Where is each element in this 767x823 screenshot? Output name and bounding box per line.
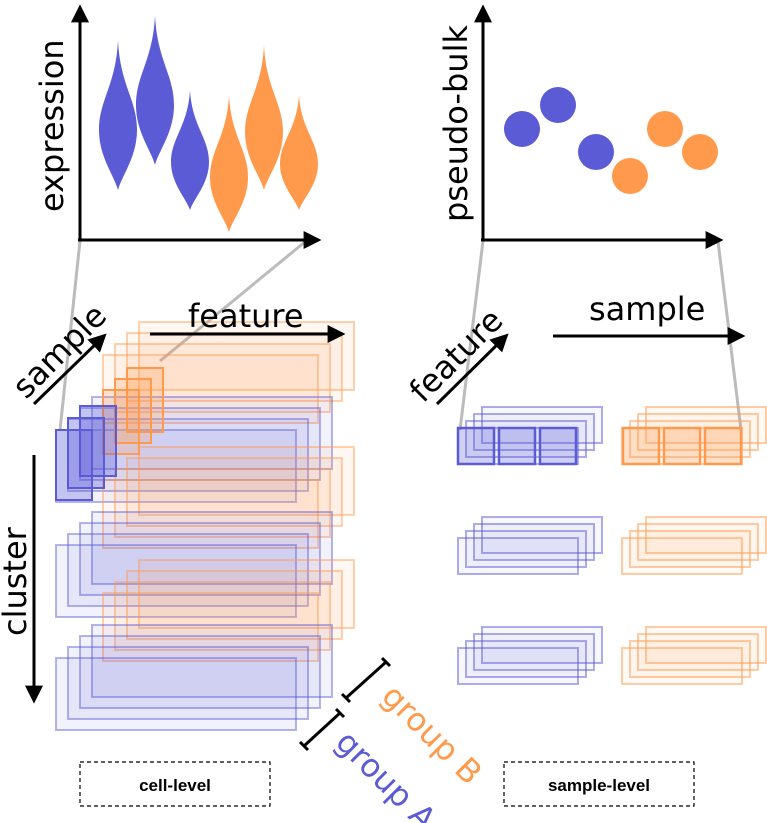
violin-group-b [280, 95, 318, 210]
violin-group-a [136, 15, 174, 165]
cell-level-box: cell-level [79, 761, 271, 807]
cluster-stack-group-a-layer [79, 522, 321, 596]
cluster-stack-group-b-layer [126, 570, 343, 640]
pseudo-bulk-label: pseudo-bulk [437, 25, 475, 222]
cell-level-stacks [55, 321, 355, 731]
group-b-bracket [340, 656, 392, 704]
sample-stack-group-a-layer [457, 647, 579, 685]
violin-group-b [210, 95, 248, 232]
sample-level-stacks [456, 406, 767, 685]
dot-group-a [504, 111, 540, 147]
cluster-stack-group-b [102, 559, 355, 662]
dot-group-b [682, 134, 718, 170]
cell-level-label: cell-level [139, 776, 211, 795]
violin-plot: expression [33, 4, 322, 249]
cluster-stack-group-a-layer [55, 544, 297, 618]
feature-label: feature [402, 301, 511, 410]
sample-level-axes: sample feature [402, 290, 746, 410]
dot-group-b [612, 158, 648, 194]
sample-stack-group-a-layer [457, 537, 579, 575]
cluster-stack-group-a-layer [79, 635, 321, 709]
sample-square-group-b [703, 426, 743, 466]
cluster-stack-group-a [55, 511, 333, 618]
selected-samples [456, 426, 743, 466]
cluster-stack-group-a [55, 624, 333, 731]
cluster-stack-group-b-layer [138, 446, 355, 516]
sample-label: sample [5, 297, 114, 406]
sample-stack-group-b-layer [621, 537, 743, 575]
cluster-stack-group-b-layer [102, 592, 319, 662]
violin-group-a [171, 90, 209, 210]
cluster-stack-group-b [102, 446, 355, 549]
cluster-label: cluster [0, 526, 34, 636]
dot-group-a [540, 87, 576, 123]
cluster-stack-group-a-layer [55, 657, 297, 731]
cluster-stack-group-b-layer [114, 468, 331, 538]
cluster-stack-group-b-layer [114, 581, 331, 651]
expression-label: expression [33, 39, 71, 212]
cluster-stack-group-a-layer [67, 533, 309, 607]
sample-stack-group-b [621, 516, 767, 575]
sample-stack-group-b [621, 626, 767, 685]
cluster-stack-group-b-layer [126, 457, 343, 527]
violin-group [99, 15, 318, 232]
sample-square-group-a [456, 426, 496, 466]
sample-level-box: sample-level [503, 761, 695, 807]
pseudo-bulk-plot: pseudo-bulk [437, 4, 724, 249]
selected-cells [55, 367, 164, 501]
sample-square-group-b [621, 426, 661, 466]
sample-stack-group-a-layer [457, 427, 579, 465]
sample-square-group-b [662, 426, 702, 466]
sample-level-label: sample-level [548, 776, 650, 795]
sample-stack-group-b-layer [621, 647, 743, 685]
sample-stack-group-a [457, 516, 603, 575]
feature-label: feature [188, 297, 304, 335]
sample-label: sample [589, 290, 705, 328]
dot-group [504, 87, 718, 194]
sample-stack-group-a [457, 626, 603, 685]
cluster-stack-group-a-layer [55, 429, 297, 503]
cluster-stack-group-a-layer [67, 646, 309, 720]
cluster-stack-group-a-layer [91, 511, 333, 585]
violin-group-b [245, 45, 283, 190]
cluster-stack-group-b-layer [138, 559, 355, 629]
violin-group-a [99, 40, 137, 190]
dot-group-b [647, 111, 683, 147]
sample-square-group-a [538, 426, 578, 466]
cluster-stack-group-a-layer [91, 624, 333, 698]
sample-square-group-a [497, 426, 537, 466]
dot-group-a [578, 134, 614, 170]
selected-cell-group-a [55, 429, 93, 501]
group-a-bracket [298, 707, 346, 752]
cluster-stack-group-b-layer [102, 479, 319, 549]
